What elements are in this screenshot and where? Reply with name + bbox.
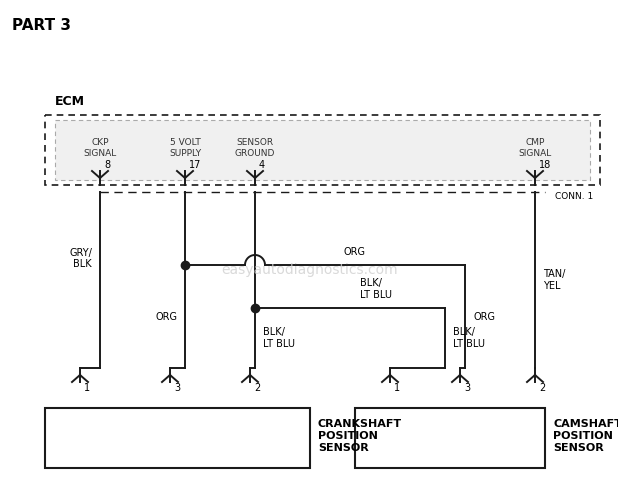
Text: 17: 17 [189, 160, 201, 170]
Text: 3: 3 [174, 383, 180, 393]
Text: easyautodiagnostics.com: easyautodiagnostics.com [222, 263, 399, 277]
Text: BLK/
LT BLU: BLK/ LT BLU [360, 278, 392, 300]
Text: GRY/
BLK: GRY/ BLK [69, 248, 92, 270]
Text: ECM: ECM [55, 95, 85, 108]
Text: 1: 1 [84, 383, 90, 393]
Text: CMP
SIGNAL: CMP SIGNAL [519, 138, 552, 158]
Text: 2: 2 [254, 383, 260, 393]
Text: ORG: ORG [473, 312, 495, 322]
Text: 5 VOLT
SUPPLY: 5 VOLT SUPPLY [169, 138, 201, 158]
Text: SENSOR
GROUND: SENSOR GROUND [235, 138, 275, 158]
Text: 8: 8 [104, 160, 110, 170]
Text: ORG: ORG [155, 312, 177, 322]
Polygon shape [355, 408, 545, 468]
Text: CAMSHAFT
POSITION
SENSOR: CAMSHAFT POSITION SENSOR [553, 420, 618, 452]
Text: BLK/
LT BLU: BLK/ LT BLU [453, 327, 485, 349]
Text: 4: 4 [259, 160, 265, 170]
Text: 18: 18 [539, 160, 551, 170]
Text: CRANKSHAFT
POSITION
SENSOR: CRANKSHAFT POSITION SENSOR [318, 420, 402, 452]
Text: CONN. 1: CONN. 1 [555, 192, 593, 201]
Text: CKP
SIGNAL: CKP SIGNAL [83, 138, 117, 158]
Text: PART 3: PART 3 [12, 18, 71, 33]
Text: 3: 3 [464, 383, 470, 393]
Text: 1: 1 [394, 383, 400, 393]
Text: 2: 2 [539, 383, 545, 393]
Polygon shape [45, 408, 310, 468]
Text: ORG: ORG [344, 247, 366, 257]
Polygon shape [55, 120, 590, 180]
Text: TAN/
YEL: TAN/ YEL [543, 269, 565, 291]
Text: BLK/
LT BLU: BLK/ LT BLU [263, 327, 295, 349]
